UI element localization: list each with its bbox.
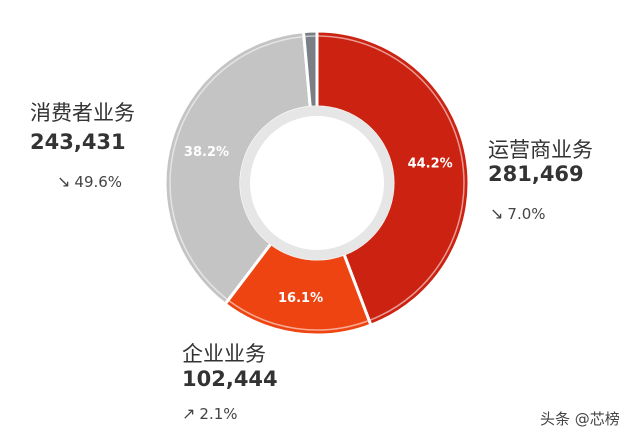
carrier-value: 281,469 xyxy=(488,162,584,186)
carrier-change-value: 7.0% xyxy=(507,205,546,223)
inner-ring xyxy=(240,106,394,260)
donut-slice-highlight-2 xyxy=(169,35,303,300)
donut-slice-highlight-0 xyxy=(318,35,465,321)
arrow-down-right-icon: ↘ xyxy=(57,172,71,191)
carrier-label: 运营商业务 xyxy=(488,138,593,162)
arrow-down-right-icon: ↘ xyxy=(490,204,504,223)
consumer-change-value: 49.6% xyxy=(74,173,123,191)
carrier-change: ↘ 7.0% xyxy=(490,206,546,222)
enterprise-change-value: 2.1% xyxy=(199,405,238,423)
percent-labels: 44.2% 16.1% 38.2% xyxy=(184,145,453,306)
slice-percent-label: 38.2% xyxy=(184,145,229,160)
slice-percent-label: 44.2% xyxy=(408,156,453,171)
consumer-label: 消费者业务 xyxy=(30,101,135,125)
donut-slice-highlight-1 xyxy=(228,300,368,331)
arrow-up-right-icon: ↗ xyxy=(182,404,196,423)
enterprise-value: 102,444 xyxy=(182,367,278,391)
enterprise-change: ↗ 2.1% xyxy=(182,406,238,422)
enterprise-label: 企业业务 xyxy=(182,342,266,366)
watermark: 头条 @芯榜 xyxy=(540,410,620,428)
donut-slices xyxy=(163,29,471,337)
consumer-value: 243,431 xyxy=(30,130,126,154)
consumer-change: ↘ 49.6% xyxy=(57,174,122,190)
slice-percent-label: 16.1% xyxy=(278,291,323,306)
